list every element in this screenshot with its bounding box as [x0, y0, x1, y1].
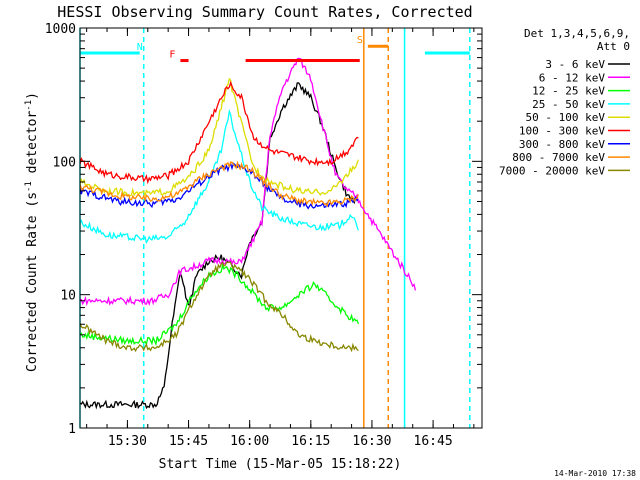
legend-label-7000-20000-kev: 7000 - 20000 keV: [499, 164, 605, 177]
series-line-3-6-kev-seg0: [80, 82, 359, 410]
x-tick-label-2: 16:00: [230, 434, 269, 449]
series-line-12-25-kev-seg0: [80, 263, 360, 347]
series-line-50-100-kev-seg0: [80, 77, 360, 198]
y-tick-label-0: 1: [68, 422, 76, 437]
legend-label-6-12-kev: 6 - 12 keV: [539, 71, 606, 84]
x-tick-label-1: 15:45: [169, 434, 208, 449]
flag-bars: N F S: [80, 35, 470, 63]
legend-label-12-25-kev: 12 - 25 keV: [532, 85, 605, 98]
series-group: [80, 57, 417, 410]
series-line-800-7000-kev-seg0: [80, 160, 360, 208]
y-axis-label-main: Corrected Count Rate (s: [25, 192, 40, 372]
vertical-markers: [79, 28, 471, 428]
legend-label-50-100-kev: 50 - 100 keV: [526, 111, 606, 124]
y-tick-label-1: 10: [60, 289, 76, 304]
chart-title: HESSI Observing Summary Count Rates, Cor…: [57, 3, 472, 21]
legend-header-1: Det 1,3,4,5,6,9,: [524, 27, 630, 40]
legend-label-300-800-kev: 300 - 800 keV: [519, 138, 605, 151]
y-tick-label-3: 1000: [45, 22, 76, 37]
y-tick-label-2: 100: [53, 155, 76, 170]
x-tick-label-5: 16:45: [414, 434, 453, 449]
series-line-6-12-kev-seg0: [80, 57, 417, 307]
generation-timestamp: 14-Mar-2010 17:38: [554, 469, 636, 478]
y-axis-label-end: ): [25, 92, 40, 100]
series-line-25-50-kev-seg0: [80, 108, 360, 245]
flag-label-n: N: [137, 42, 143, 53]
legend-label-25-50-kev: 25 - 50 keV: [532, 98, 605, 111]
x-axis-ticks: 15:30 15:45 16:00 16:15 16:30 16:45: [86, 28, 475, 449]
flag-label-s: S: [357, 35, 363, 46]
x-tick-label-0: 15:30: [108, 434, 147, 449]
y-axis-ticks: 1 10 100 1000: [45, 22, 482, 437]
legend-label-800-7000-kev: 800 - 7000 keV: [512, 151, 605, 164]
series-line-100-300-kev-seg0: [80, 80, 359, 185]
y-axis-label-sup1: -1: [24, 181, 34, 192]
x-tick-label-4: 16:30: [352, 434, 391, 449]
legend-label-100-300-kev: 100 - 300 keV: [519, 125, 605, 138]
plot-frame: [79, 27, 483, 429]
series-line-7000-20000-kev-seg0: [80, 261, 359, 353]
y-axis-label-sup2: -1: [24, 100, 34, 111]
legend-header-2: Att 0: [597, 40, 630, 53]
y-axis-label-mid: detector: [25, 111, 40, 182]
y-axis-label: Corrected Count Rate (s-1 detector-1): [24, 92, 40, 372]
x-tick-label-3: 16:15: [291, 434, 330, 449]
x-axis-label: Start Time (15-Mar-05 15:18:22): [159, 457, 402, 472]
legend-label-3-6-kev: 3 - 6 keV: [545, 58, 605, 71]
series-line-300-800-kev-seg0: [80, 162, 359, 210]
flag-label-f: F: [169, 50, 175, 61]
